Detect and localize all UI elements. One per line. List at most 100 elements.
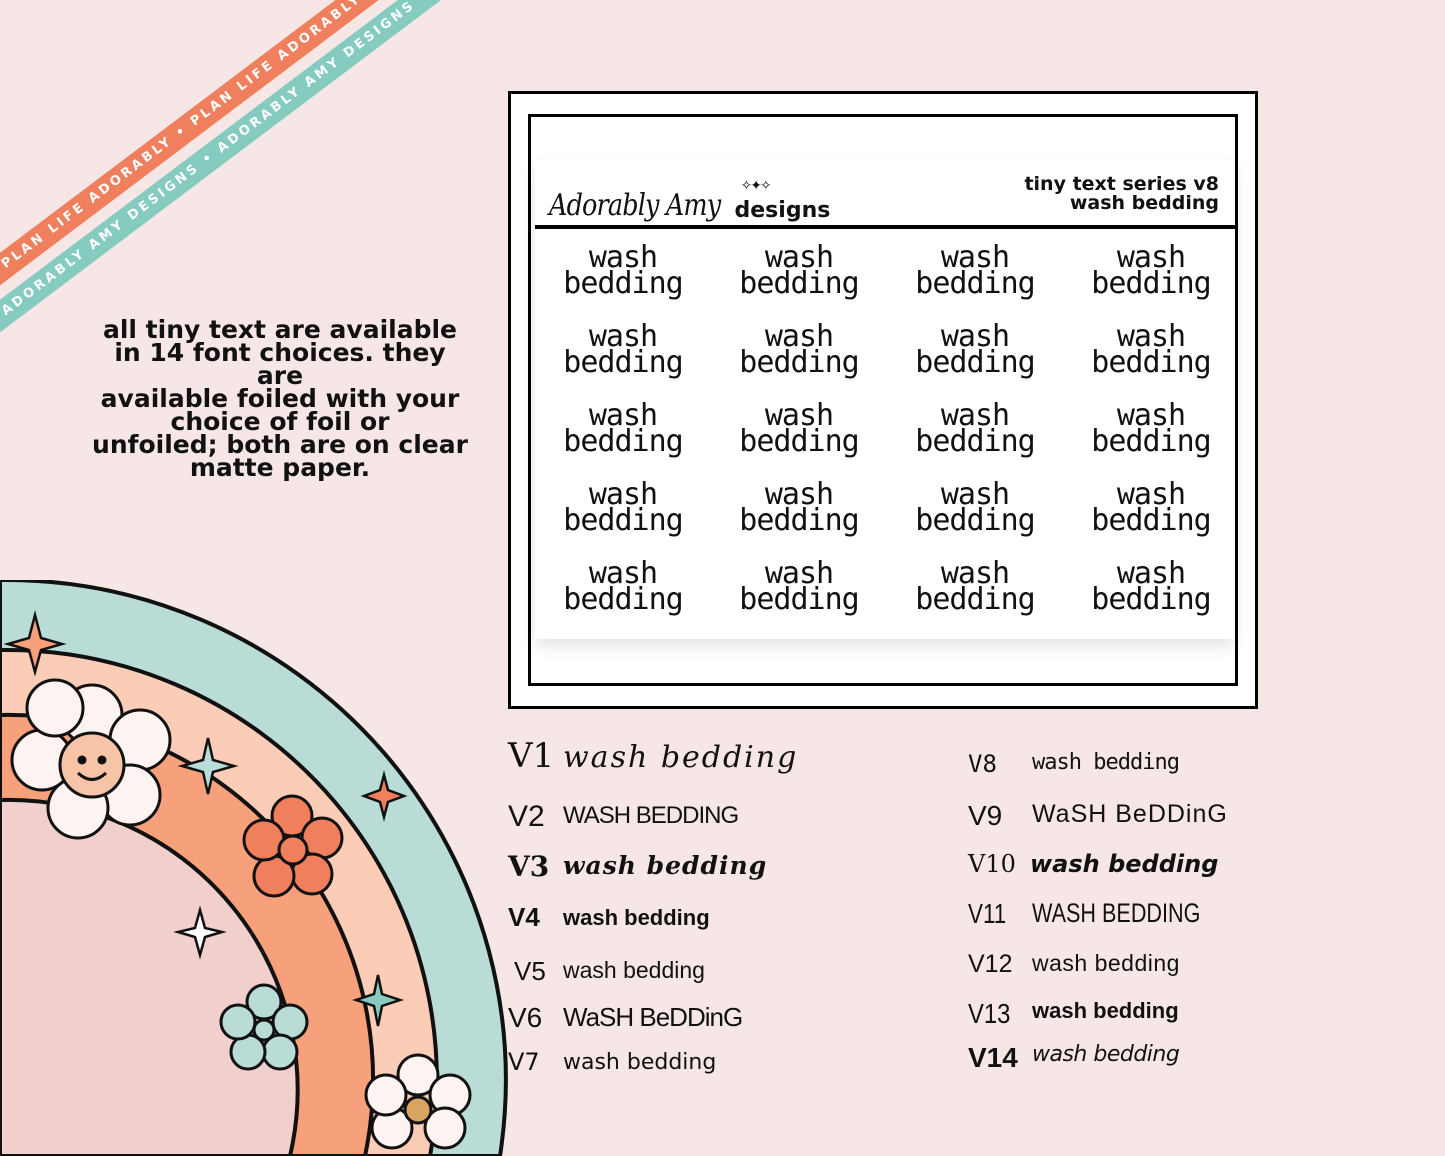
sticker: wash bedding xyxy=(711,398,887,482)
sparkle-icon: ✧✦✧ xyxy=(740,178,772,194)
sticker-line-2: bedding xyxy=(739,424,859,459)
sticker: wash bedding xyxy=(887,477,1063,561)
sticker-line-2: bedding xyxy=(1091,582,1211,617)
variant-text: wash bedding xyxy=(563,905,710,930)
header-divider xyxy=(535,225,1235,229)
sticker-line-1: wash xyxy=(764,240,834,275)
sticker-line-2: bedding xyxy=(1091,266,1211,301)
sticker-line-2: bedding xyxy=(739,582,859,617)
sticker: wash bedding xyxy=(887,319,1063,403)
sticker: wash bedding xyxy=(711,240,887,324)
sticker: wash bedding xyxy=(1063,319,1239,403)
sticker: wash bedding xyxy=(535,477,711,561)
variant-label: V8 xyxy=(968,750,997,778)
sticker-line-2: bedding xyxy=(1091,503,1211,538)
sticker-line-2: bedding xyxy=(563,582,683,617)
variant-text: wash bedding xyxy=(1032,998,1179,1023)
sparkle-icon xyxy=(3,610,67,677)
sticker-line-2: bedding xyxy=(915,266,1035,301)
sticker-sheet-frame: Adorably Amy ✧✦✧ designs tiny text serie… xyxy=(508,91,1258,709)
sparkle-icon xyxy=(173,905,227,960)
variant-label: V4 xyxy=(508,902,540,932)
sticker-line-1: wash xyxy=(1116,556,1186,591)
sticker-line-1: wash xyxy=(940,477,1010,512)
sticker-line-1: wash xyxy=(940,398,1010,433)
sticker-line-2: bedding xyxy=(915,424,1035,459)
variant-label: V11 xyxy=(968,898,1007,929)
sticker: wash bedding xyxy=(711,319,887,403)
sticker: wash bedding xyxy=(887,559,1063,640)
sticker-sheet-inner-frame: Adorably Amy ✧✦✧ designs tiny text serie… xyxy=(528,114,1238,686)
sticker-line-1: wash xyxy=(764,319,834,354)
sticker-line-1: wash xyxy=(1116,398,1186,433)
sticker-line-2: bedding xyxy=(915,582,1035,617)
sticker: wash bedding xyxy=(711,477,887,561)
sticker: wash bedding xyxy=(1063,240,1239,324)
sticker: wash bedding xyxy=(535,398,711,482)
sparkle-icon xyxy=(177,737,239,795)
teal-flower-icon xyxy=(219,983,309,1071)
variant-label: V1 xyxy=(508,736,555,776)
sticker-line-2: bedding xyxy=(1091,424,1211,459)
variant-text: WaSH BeDDinG xyxy=(1032,800,1228,828)
series-title: tiny text series v8 wash bedding xyxy=(1024,175,1219,213)
brand-logo-script: Adorably Amy xyxy=(549,188,721,223)
sticker-line-2: bedding xyxy=(739,503,859,538)
info-line: in 14 font choices. they are xyxy=(114,338,446,390)
rainbow-illustration xyxy=(0,580,508,1156)
variant-text: wash bedding xyxy=(563,740,799,775)
sticker-line-1: wash xyxy=(588,240,658,275)
sticker-sheet: Adorably Amy ✧✦✧ designs tiny text serie… xyxy=(535,159,1235,639)
smiley-flower-icon xyxy=(10,678,172,840)
sticker-line-1: wash xyxy=(1116,240,1186,275)
variant-text: wash bedding xyxy=(563,851,768,880)
sticker: wash bedding xyxy=(535,559,711,640)
brand-logo-word: designs xyxy=(734,198,831,223)
sticker-line-2: bedding xyxy=(563,424,683,459)
sticker-line-2: bedding xyxy=(915,503,1035,538)
sticker: wash bedding xyxy=(1063,477,1239,561)
sticker-line-2: bedding xyxy=(563,266,683,301)
sticker: wash bedding xyxy=(711,556,887,640)
sticker-grid: wash bedding wash bedding wash bedding wash bed… xyxy=(535,240,1235,640)
sticker-line-1: wash xyxy=(588,477,658,512)
sticker-line-1: wash xyxy=(588,398,658,433)
info-line: matte paper. xyxy=(189,453,371,482)
sticker-line-1: wash xyxy=(764,477,834,512)
variant-label: V7 xyxy=(508,1048,540,1076)
variant-text: wash bedding xyxy=(563,1050,717,1075)
variant-label: V6 xyxy=(508,1002,543,1033)
plan-life-adorably-ribbon: PLAN LIFE ADORABLY • PLAN LIFE ADORABLY … xyxy=(0,0,563,319)
brand-logo-designs: ✧✦✧ designs xyxy=(734,178,831,223)
info-line: all tiny text are available xyxy=(102,315,458,344)
variant-text: wash bedding xyxy=(1032,750,1180,775)
variant-label: V3 xyxy=(508,850,550,883)
info-line: available foiled with your xyxy=(100,384,460,413)
sticker-line-2: bedding xyxy=(1091,345,1211,380)
sparkle-icon xyxy=(360,770,408,822)
sticker-line-2: bedding xyxy=(915,345,1035,380)
orange-flower-icon xyxy=(242,794,344,898)
sticker-line-1: wash xyxy=(764,556,834,591)
variant-label: V14 xyxy=(968,1042,1018,1073)
variant-text: wash bedding xyxy=(1030,850,1219,878)
info-line: unfoiled; both are on clear xyxy=(92,430,468,459)
sticker: wash bedding xyxy=(1063,556,1239,640)
series-title-line: tiny text series v8 xyxy=(1024,173,1219,195)
sticker-line-1: wash xyxy=(940,240,1010,275)
brand-logo: Adorably Amy ✧✦✧ designs xyxy=(549,173,830,223)
sticker: wash bedding xyxy=(1063,398,1239,482)
variant-text: wash bedding xyxy=(563,957,705,983)
sticker-line-1: wash xyxy=(764,398,834,433)
daisy-flower-icon xyxy=(364,1053,472,1150)
sticker-line-1: wash xyxy=(1116,477,1186,512)
sticker-line-1: wash xyxy=(1116,319,1186,354)
variant-label: V2 xyxy=(508,800,545,833)
series-subtitle-line: wash bedding xyxy=(1069,192,1219,214)
sticker: wash bedding xyxy=(887,240,1063,324)
variant-text: wash bedding xyxy=(1032,1042,1180,1067)
sticker-line-2: bedding xyxy=(563,345,683,380)
sticker-line-1: wash xyxy=(940,319,1010,354)
variant-text: WaSH BeDDinG xyxy=(563,1002,743,1032)
info-line: choice of foil or xyxy=(170,407,390,436)
